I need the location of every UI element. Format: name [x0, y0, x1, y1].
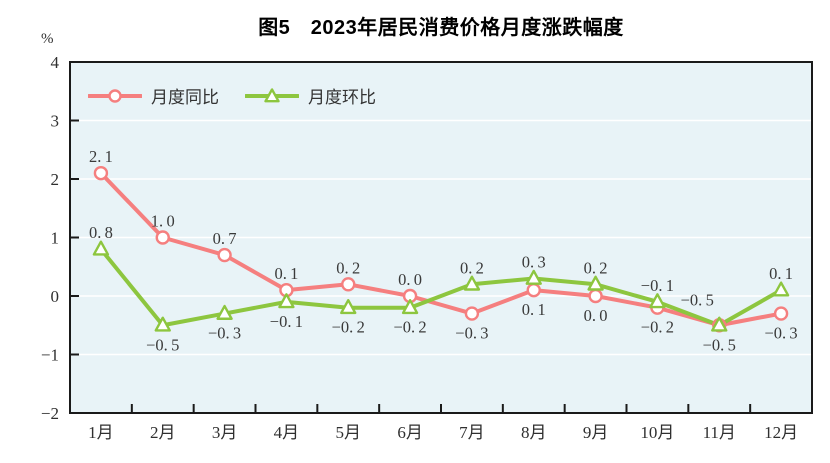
svg-text:8月: 8月 [521, 423, 547, 442]
svg-text:−0. 2: −0. 2 [332, 318, 365, 337]
svg-text:−0. 5: −0. 5 [146, 335, 179, 354]
svg-text:5月: 5月 [336, 423, 362, 442]
svg-text:0. 1: 0. 1 [769, 264, 793, 283]
svg-text:−0. 5: −0. 5 [681, 290, 714, 309]
svg-text:2月: 2月 [150, 423, 176, 442]
legend: 月度同比 月度环比 [88, 83, 376, 108]
svg-text:6月: 6月 [397, 423, 423, 442]
svg-text:11月: 11月 [703, 423, 736, 442]
svg-text:0. 3: 0. 3 [522, 252, 546, 271]
svg-text:2: 2 [51, 170, 60, 189]
svg-text:0. 8: 0. 8 [89, 223, 113, 242]
svg-text:1月: 1月 [88, 423, 114, 442]
svg-text:4: 4 [51, 53, 60, 72]
svg-text:0. 1: 0. 1 [274, 264, 298, 283]
svg-text:−0. 2: −0. 2 [641, 318, 674, 337]
mom-line-triangle-marker-icon [245, 87, 299, 102]
svg-text:0. 1: 0. 1 [522, 300, 546, 319]
legend-item-yoy: 月度同比 [88, 83, 219, 108]
svg-text:2. 1: 2. 1 [89, 147, 113, 166]
svg-text:−0. 1: −0. 1 [270, 312, 303, 331]
svg-text:−0. 3: −0. 3 [208, 324, 241, 343]
svg-text:−0. 2: −0. 2 [393, 318, 426, 337]
svg-text:−0. 3: −0. 3 [764, 324, 797, 343]
svg-text:3月: 3月 [212, 423, 238, 442]
svg-text:−0. 5: −0. 5 [703, 335, 736, 354]
svg-text:1. 0: 1. 0 [151, 212, 175, 231]
svg-text:0. 7: 0. 7 [213, 229, 237, 248]
svg-text:0. 2: 0. 2 [584, 258, 608, 277]
svg-text:12月: 12月 [764, 423, 798, 442]
y-axis-unit-label: % [41, 31, 54, 47]
svg-text:9月: 9月 [583, 423, 609, 442]
svg-text:0. 0: 0. 0 [398, 270, 422, 289]
svg-text:0. 0: 0. 0 [584, 306, 608, 325]
chart-title: 图5 2023年居民消费价格月度涨跌幅度 [258, 17, 624, 39]
svg-text:3: 3 [51, 112, 60, 131]
svg-text:−0. 1: −0. 1 [641, 276, 674, 295]
svg-text:−0. 3: −0. 3 [455, 324, 488, 343]
svg-text:4月: 4月 [274, 423, 300, 442]
svg-text:0. 2: 0. 2 [460, 258, 484, 277]
svg-text:7月: 7月 [459, 423, 485, 442]
legend-label-yoy: 月度同比 [151, 88, 219, 107]
svg-text:0: 0 [51, 287, 60, 306]
legend-label-mom: 月度环比 [308, 88, 376, 107]
svg-text:−1: −1 [41, 346, 59, 365]
yoy-line-circle-marker-icon [88, 88, 142, 103]
svg-text:0. 2: 0. 2 [336, 258, 360, 277]
svg-text:−2: −2 [41, 404, 59, 423]
svg-text:10月: 10月 [640, 423, 674, 442]
legend-item-mom: 月度环比 [245, 83, 376, 108]
svg-text:1: 1 [51, 229, 60, 248]
